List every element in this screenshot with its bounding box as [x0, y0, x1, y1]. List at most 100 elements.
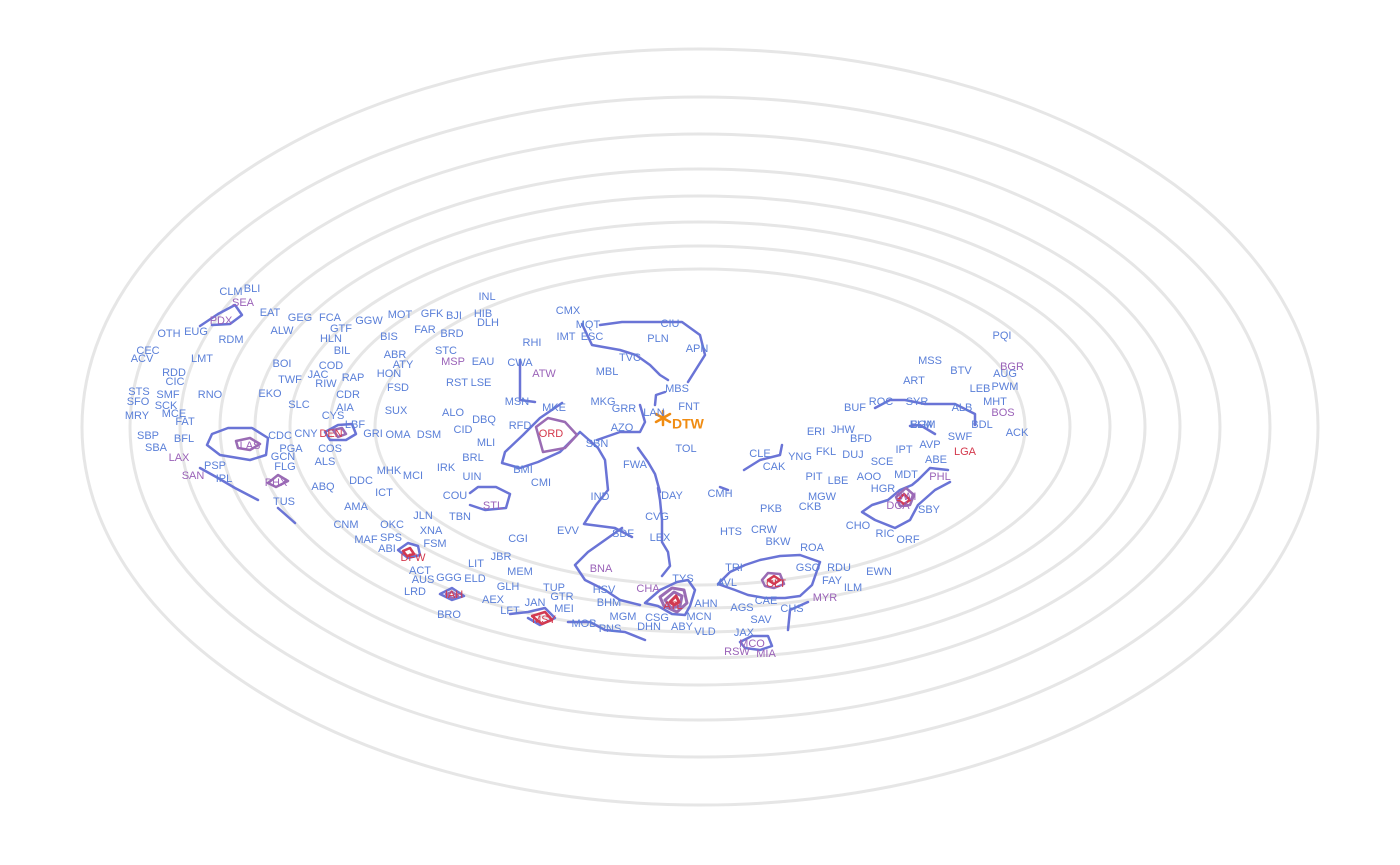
airport-label-hln: HLN: [320, 333, 342, 345]
contour-line: [663, 590, 684, 610]
airport-label-cid: CID: [454, 424, 473, 436]
airport-label-tri: TRI: [725, 562, 743, 574]
airport-label-sux: SUX: [385, 405, 408, 417]
airport-label-jan: JAN: [525, 597, 546, 609]
airport-label-mce: MCE: [162, 408, 186, 420]
airport-label-hgr: HGR: [871, 483, 896, 495]
airport-label-mdt: MDT: [894, 469, 918, 481]
airport-label-art: ART: [903, 375, 925, 387]
contour-line: [580, 322, 670, 382]
airport-label-day: DAY: [661, 490, 683, 502]
airport-label-vld: VLD: [694, 626, 715, 638]
airport-label-dsm: DSM: [417, 429, 441, 441]
distance-ring: [288, 220, 1112, 634]
airport-label-lan: LAN: [643, 407, 664, 419]
airport-label-atw: ATW: [532, 368, 556, 380]
airport-label-mhk: MHK: [377, 465, 402, 477]
airport-label-acv: ACV: [131, 353, 154, 365]
airport-label-riw: RIW: [315, 378, 337, 390]
airport-label-hon: HON: [377, 368, 402, 380]
airport-label-eau: EAU: [472, 356, 495, 368]
airport-label-aty: ATY: [393, 359, 414, 371]
airport-label-cae: CAE: [755, 595, 778, 607]
airport-label-ddc: DDC: [349, 475, 373, 487]
airport-label-leb: LEB: [970, 383, 991, 395]
contour-line: [636, 446, 662, 494]
airport-label-sba: SBA: [145, 442, 168, 454]
contour-line: [896, 492, 912, 506]
airport-label-cnm: CNM: [333, 519, 358, 531]
airport-label-ilm: ILM: [844, 582, 862, 594]
airport-label-rdd: RDD: [162, 367, 186, 379]
airport-label-fca: FCA: [319, 312, 342, 324]
airport-label-cdr: CDR: [336, 389, 360, 401]
airport-label-pdx: PDX: [210, 315, 233, 327]
airport-label-abe: ABE: [925, 454, 947, 466]
airport-label-mco: MCO: [739, 638, 765, 650]
contour-line: [566, 620, 647, 642]
airport-label-btv: BTV: [950, 365, 972, 377]
airport-label-lmt: LMT: [191, 353, 213, 365]
airport-label-glh: GLH: [497, 581, 520, 593]
distance-ring: [80, 47, 1320, 807]
airport-label-pga: PGA: [279, 443, 303, 455]
airport-label-sce: SCE: [871, 456, 894, 468]
airport-label-pln: PLN: [647, 333, 668, 345]
airport-label-san: SAN: [182, 470, 205, 482]
airport-label-ipt: IPT: [895, 444, 912, 456]
airport-label-dlh: DLH: [477, 317, 499, 329]
airport-label-inl: INL: [478, 291, 495, 303]
airport-label-sdf: SDF: [612, 528, 634, 540]
airport-label-ord: ORD: [539, 428, 564, 440]
airport-label-dca: DCA: [886, 500, 910, 512]
airport-label-esc: ESC: [581, 331, 604, 343]
airport-label-eri: ERI: [807, 426, 825, 438]
contour-line: [508, 606, 557, 627]
airport-label-yng: YNG: [788, 451, 812, 463]
airport-label-cha: CHA: [636, 583, 660, 595]
airport-label-irk: IRK: [437, 462, 456, 474]
airport-label-pit: PIT: [805, 471, 822, 483]
airport-label-cod: COD: [319, 360, 344, 372]
contour-line: [653, 390, 667, 407]
airport-label-aug: AUG: [993, 368, 1017, 380]
airport-label-pkb: PKB: [760, 503, 782, 515]
airport-label-sbp: SBP: [137, 430, 159, 442]
airport-label-evv: EVV: [557, 525, 580, 537]
airport-label-hts: HTS: [720, 526, 742, 538]
contour-line: [760, 571, 786, 590]
contour-line: [401, 546, 416, 558]
airport-label-bna: BNA: [590, 563, 613, 575]
traffic-contours: [198, 303, 977, 652]
airport-label-duj: DUJ: [842, 449, 863, 461]
airport-label-tup: TUP: [543, 582, 565, 594]
airport-label-clm: CLM: [219, 286, 242, 298]
airport-label-mkg: MKG: [590, 396, 615, 408]
airport-label-rdu: RDU: [827, 562, 851, 574]
distance-ring: [178, 132, 1222, 722]
airport-label-oth: OTH: [157, 328, 180, 340]
airport-label-lft: LFT: [500, 605, 520, 617]
airport-label-las: LAS: [240, 440, 261, 452]
airport-label-cmi: CMI: [531, 477, 551, 489]
airport-label-cec: CEC: [136, 345, 159, 357]
distance-ring: [128, 95, 1272, 759]
airport-label-gcn: GCN: [271, 451, 296, 463]
airport-label-hib: HIB: [474, 308, 492, 320]
airport-label-fsd: FSD: [387, 382, 409, 394]
airport-label-psp: PSP: [204, 460, 226, 472]
contour-line: [468, 485, 512, 512]
airport-label-oma: OMA: [385, 429, 411, 441]
airport-label-ewn: EWN: [866, 566, 892, 578]
airport-label-alw: ALW: [270, 325, 294, 337]
airport-label-aus: AUS: [412, 574, 435, 586]
airport-label-gfk: GFK: [421, 308, 444, 320]
airport-label-bgm: BGM: [910, 419, 935, 431]
airport-label-cny: CNY: [294, 428, 318, 440]
airport-label-gso: GSO: [796, 562, 821, 574]
contour-line: [444, 590, 460, 600]
airport-label-tol: TOL: [675, 443, 696, 455]
airport-label-rno: RNO: [198, 389, 223, 401]
airport-label-cmh: CMH: [707, 488, 732, 500]
